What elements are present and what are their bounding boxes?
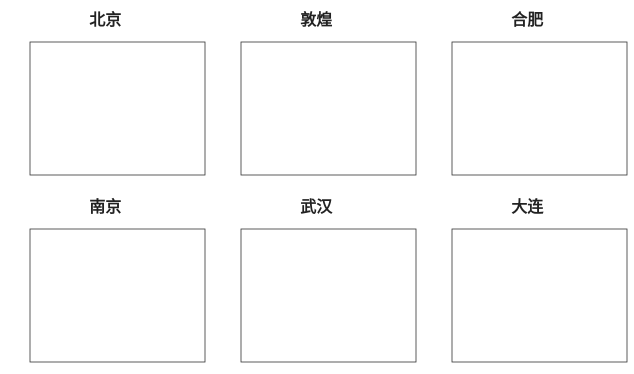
chart-panel-beijing: 北京 xyxy=(0,0,211,187)
plot-frame xyxy=(29,228,206,363)
chart-title: 合肥 xyxy=(511,10,544,29)
chart-title: 南京 xyxy=(89,197,122,216)
chart-svg xyxy=(29,228,206,363)
chart-panel-nanjing: 南京 xyxy=(0,187,211,374)
plot-frame xyxy=(451,41,628,176)
chart-panel-wuhan: 武汉 xyxy=(211,187,422,374)
chart-panel-hefei: 合肥 xyxy=(422,0,633,187)
plot-frame xyxy=(451,228,628,363)
chart-title: 北京 xyxy=(89,10,122,29)
chart-panel-dunhuang: 敦煌 xyxy=(211,0,422,187)
plot-frame xyxy=(29,41,206,176)
chart-title: 武汉 xyxy=(300,197,333,216)
chart-svg xyxy=(451,228,628,363)
chart-svg xyxy=(240,41,417,176)
chart-svg xyxy=(451,41,628,176)
chart-title: 敦煌 xyxy=(300,10,333,29)
chart-title: 大连 xyxy=(511,197,544,216)
plot-frame xyxy=(240,228,417,363)
chart-svg xyxy=(240,228,417,363)
chart-panel-dalian: 大连 xyxy=(422,187,633,374)
plot-frame xyxy=(240,41,417,176)
chart-svg xyxy=(29,41,206,176)
